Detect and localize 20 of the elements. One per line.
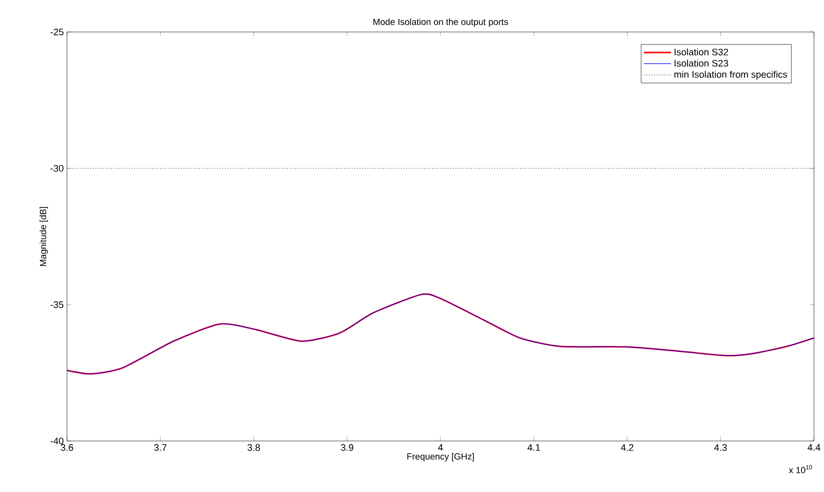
x-tick-label: 3.6 [60,444,74,451]
chart-title: Mode Isolation on the output ports [373,18,508,27]
y-tick-label: -35 [50,301,64,308]
x-tick-label: 3.9 [340,444,354,451]
x-tick-label: 4 [438,444,443,451]
legend-label: Isolation S23 [674,60,728,67]
x-tick-label: 4.2 [620,444,634,451]
x-tick-label: 3.7 [154,444,166,451]
legend-label: Isolation S32 [674,48,728,56]
y-tick-label: -30 [50,164,64,172]
y-tick-label: -25 [50,28,64,36]
text: x 10$^{10}$ [788,465,812,474]
x-tick-label: 4.1 [528,444,540,451]
x-tick-label: 3.8 [248,444,260,451]
x-tick-label: 4.3 [714,444,727,451]
x-axis-title: Frequency [GHz] [407,453,474,462]
y-axis-title: Magnitude [dB] [40,206,48,266]
legend-label: min Isolation from specifics [674,70,788,80]
y-tick-label: -40 [50,438,64,444]
x-tick-label: 4.4 [808,444,820,451]
